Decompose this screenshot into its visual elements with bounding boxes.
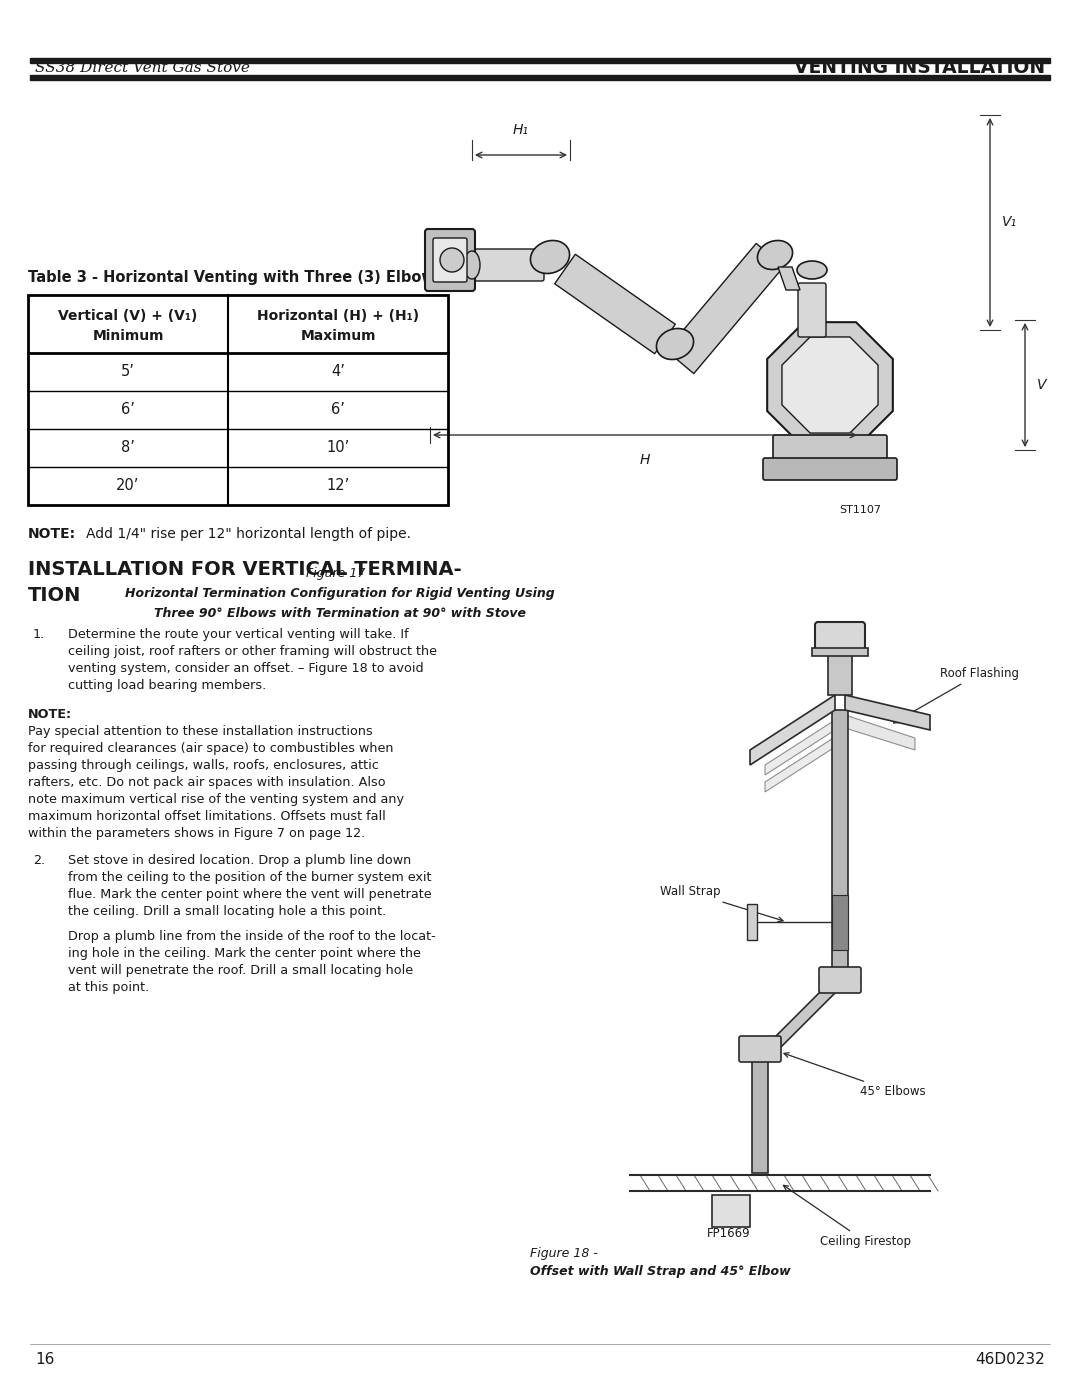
Text: Vertical (V) + (V₁): Vertical (V) + (V₁) — [58, 309, 198, 323]
Bar — [828, 650, 852, 694]
Bar — [752, 1060, 768, 1173]
Text: SS38 Direct Vent Gas Stove: SS38 Direct Vent Gas Stove — [35, 60, 249, 74]
Polygon shape — [778, 267, 800, 291]
Text: Wall Strap: Wall Strap — [660, 886, 783, 922]
Text: Add 1/4" rise per 12" horizontal length of pipe.: Add 1/4" rise per 12" horizontal length … — [86, 527, 411, 541]
Bar — [832, 895, 848, 950]
Text: flue. Mark the center point where the vent will penetrate: flue. Mark the center point where the ve… — [68, 888, 432, 901]
FancyBboxPatch shape — [426, 229, 475, 291]
FancyBboxPatch shape — [815, 622, 865, 652]
Polygon shape — [845, 694, 930, 731]
Text: 5’: 5’ — [121, 365, 135, 380]
Text: cutting load bearing members.: cutting load bearing members. — [68, 679, 267, 692]
Text: for required clearances (air space) to combustibles when: for required clearances (air space) to c… — [28, 742, 393, 754]
Polygon shape — [765, 719, 835, 775]
FancyBboxPatch shape — [773, 434, 887, 469]
Text: venting system, consider an offset. – Figure 18 to avoid: venting system, consider an offset. – Fi… — [68, 662, 423, 675]
Bar — [28, 295, 448, 504]
Text: FP1669: FP1669 — [707, 1227, 751, 1241]
Text: Maximum: Maximum — [300, 330, 376, 344]
Text: 45° Elbows: 45° Elbows — [784, 1053, 926, 1098]
Text: 4’: 4’ — [332, 365, 345, 380]
Text: from the ceiling to the position of the burner system exit: from the ceiling to the position of the … — [68, 870, 432, 884]
Ellipse shape — [657, 328, 693, 359]
Text: VENTING INSTALLATION: VENTING INSTALLATION — [794, 59, 1045, 77]
Text: V₁: V₁ — [1002, 215, 1017, 229]
Text: 6’: 6’ — [332, 402, 345, 418]
Text: 20’: 20’ — [117, 479, 139, 493]
Text: Determine the route your vertical venting will take. If: Determine the route your vertical ventin… — [68, 629, 408, 641]
Polygon shape — [555, 254, 675, 353]
Text: H: H — [639, 453, 650, 467]
Text: 6’: 6’ — [121, 402, 135, 418]
Ellipse shape — [530, 240, 569, 274]
Bar — [30, 59, 1050, 63]
Ellipse shape — [464, 251, 480, 279]
Text: TION: TION — [28, 585, 81, 605]
Ellipse shape — [757, 240, 793, 270]
Text: Table 3 - Horizontal Venting with Three (3) Elbows: Table 3 - Horizontal Venting with Three … — [28, 270, 444, 285]
Polygon shape — [767, 323, 893, 448]
Text: 16: 16 — [35, 1351, 54, 1366]
Polygon shape — [666, 243, 784, 373]
Text: Three 90° Elbows with Termination at 90° with Stove: Three 90° Elbows with Termination at 90°… — [154, 608, 526, 620]
Text: V: V — [1037, 379, 1047, 393]
Polygon shape — [845, 715, 915, 750]
Text: Horizontal (H) + (H₁): Horizontal (H) + (H₁) — [257, 309, 419, 323]
Polygon shape — [750, 694, 835, 766]
Text: maximum horizontal offset limitations. Offsets must fall: maximum horizontal offset limitations. O… — [28, 810, 386, 823]
FancyBboxPatch shape — [819, 967, 861, 993]
FancyBboxPatch shape — [762, 458, 897, 481]
Text: NOTE:: NOTE: — [28, 527, 76, 541]
Text: vent will penetrate the roof. Drill a small locating hole: vent will penetrate the roof. Drill a sm… — [68, 964, 414, 977]
Text: passing through ceilings, walls, roofs, enclosures, attic: passing through ceilings, walls, roofs, … — [28, 759, 379, 773]
Bar — [812, 648, 868, 657]
Text: 8’: 8’ — [121, 440, 135, 455]
Text: NOTE:: NOTE: — [28, 708, 72, 721]
Text: rafters, etc. Do not pack air spaces with insulation. Also: rafters, etc. Do not pack air spaces wit… — [28, 775, 386, 789]
Text: Ceiling Firestop: Ceiling Firestop — [783, 1186, 912, 1248]
Text: Set stove in desired location. Drop a plumb line down: Set stove in desired location. Drop a pl… — [68, 854, 411, 868]
Bar — [30, 75, 1050, 80]
Bar — [832, 710, 848, 981]
Text: note maximum vertical rise of the venting system and any: note maximum vertical rise of the ventin… — [28, 793, 404, 806]
Text: ceiling joist, roof rafters or other framing will obstruct the: ceiling joist, roof rafters or other fra… — [68, 645, 437, 658]
FancyBboxPatch shape — [433, 237, 467, 282]
Text: at this point.: at this point. — [68, 981, 149, 995]
Text: 10’: 10’ — [326, 440, 350, 455]
Text: Drop a plumb line from the inside of the roof to the locat-: Drop a plumb line from the inside of the… — [68, 930, 435, 943]
Ellipse shape — [797, 261, 827, 279]
Text: Figure 18 -: Figure 18 - — [530, 1248, 598, 1260]
Text: Figure 17 -: Figure 17 - — [306, 567, 374, 580]
Polygon shape — [752, 981, 848, 1060]
Bar — [712, 1194, 750, 1227]
FancyBboxPatch shape — [739, 1037, 781, 1062]
Text: 46D0232: 46D0232 — [975, 1351, 1045, 1366]
Polygon shape — [782, 337, 878, 433]
FancyBboxPatch shape — [798, 284, 826, 337]
Text: H₁: H₁ — [513, 123, 529, 137]
Text: the ceiling. Drill a small locating hole a this point.: the ceiling. Drill a small locating hole… — [68, 905, 387, 918]
Text: 2.: 2. — [33, 854, 45, 868]
Text: 1.: 1. — [33, 629, 45, 641]
Text: within the parameters shows in Figure 7 on page 12.: within the parameters shows in Figure 7 … — [28, 827, 365, 840]
Text: Roof Flashing: Roof Flashing — [893, 666, 1020, 722]
Text: Pay special attention to these installation instructions: Pay special attention to these installat… — [28, 725, 373, 738]
Circle shape — [440, 249, 464, 272]
Text: ST1107: ST1107 — [839, 504, 881, 515]
FancyBboxPatch shape — [470, 249, 544, 281]
Text: Minimum: Minimum — [92, 330, 164, 344]
Text: Offset with Wall Strap and 45° Elbow: Offset with Wall Strap and 45° Elbow — [530, 1266, 791, 1278]
Text: ing hole in the ceiling. Mark the center point where the: ing hole in the ceiling. Mark the center… — [68, 947, 421, 960]
Bar — [747, 904, 757, 940]
Text: Horizontal Termination Configuration for Rigid Venting Using: Horizontal Termination Configuration for… — [125, 587, 555, 599]
Polygon shape — [765, 738, 835, 792]
Text: 12’: 12’ — [326, 479, 350, 493]
Text: INSTALLATION FOR VERTICAL TERMINA-: INSTALLATION FOR VERTICAL TERMINA- — [28, 560, 461, 578]
